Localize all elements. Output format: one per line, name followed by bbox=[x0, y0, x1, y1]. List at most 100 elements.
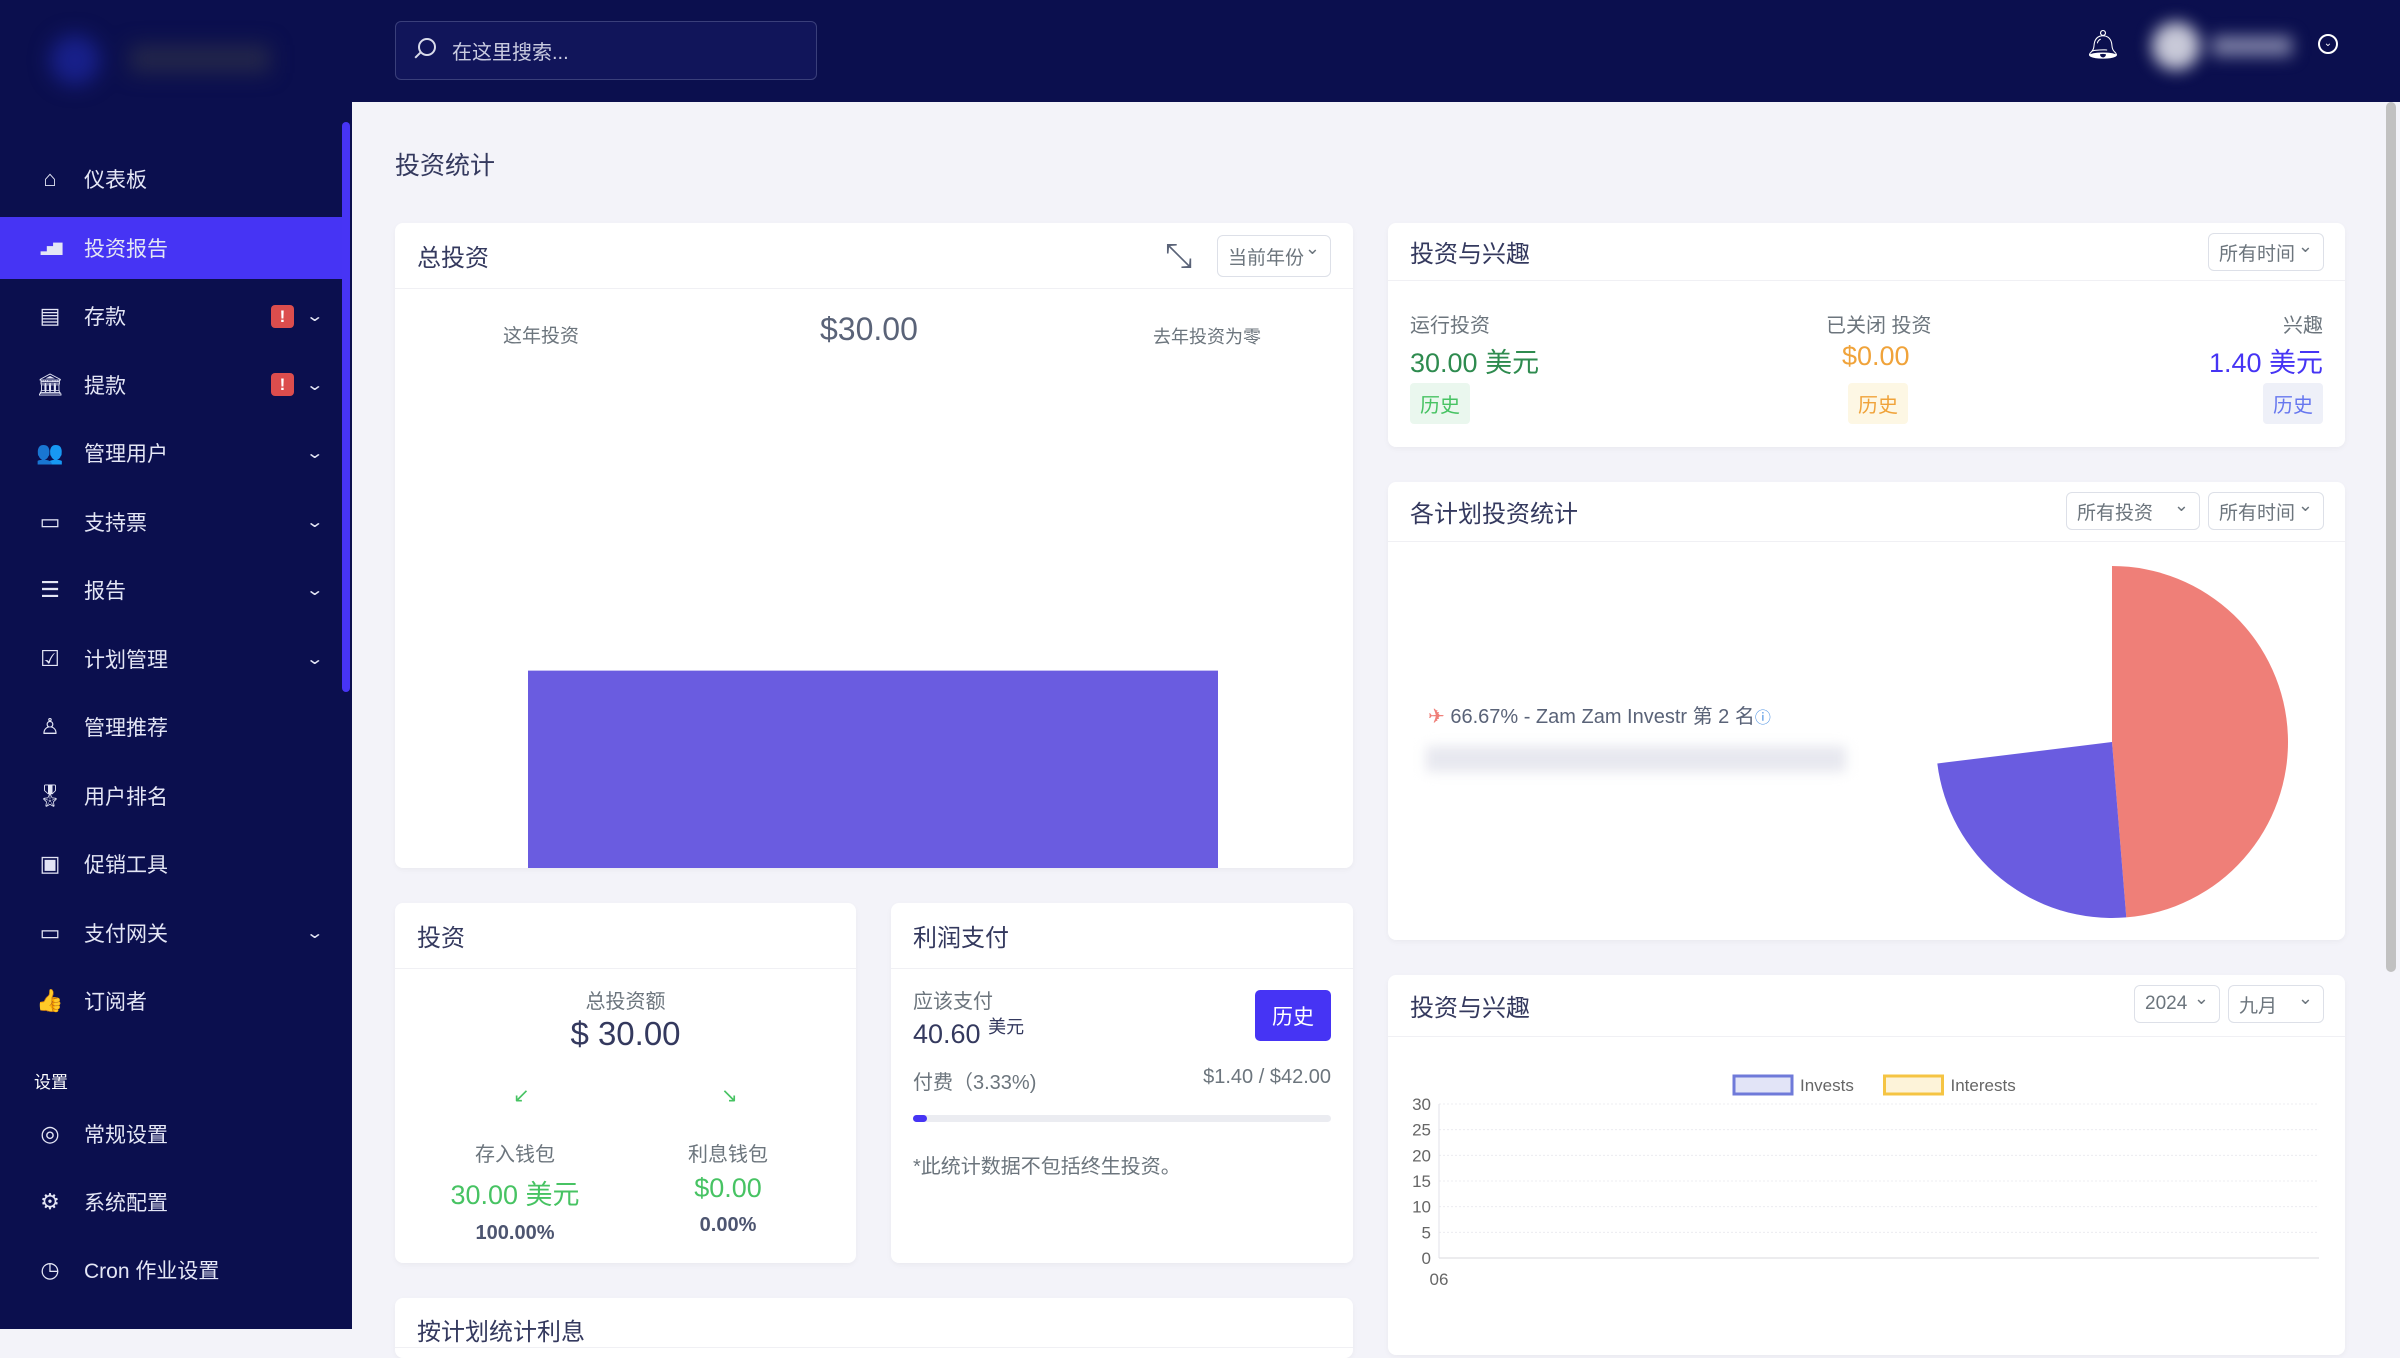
info-icon[interactable]: ⓘ bbox=[1754, 710, 1771, 727]
due-amount: 40.60 美元 bbox=[913, 1017, 1025, 1049]
card-title: 各计划投资统计 bbox=[1410, 501, 1578, 528]
y-tick-label: 20 bbox=[1412, 1146, 1431, 1165]
sidebar-item-label: 存款 bbox=[84, 306, 126, 329]
sidebar-item-label: 订阅者 bbox=[84, 991, 147, 1014]
running-history-button[interactable]: 历史 bbox=[1410, 383, 1470, 424]
investment-card: 投资 总投资额 $ 30.00 ↙ ↘ 存入钱包 30.00 美元 100.00… bbox=[395, 903, 856, 1263]
legend-swatch-0 bbox=[1732, 1074, 1794, 1096]
sidebar-item-label: 管理推荐 bbox=[84, 717, 168, 740]
sidebar-item-4[interactable]: 👥 管理用户 ⌄ bbox=[0, 422, 342, 484]
sidebar-item-12[interactable]: 👍 订阅者 bbox=[0, 970, 342, 1032]
thumbs-up-icon: 👍 bbox=[36, 988, 64, 1013]
search-icon bbox=[418, 38, 436, 56]
sidebar-item-0[interactable]: ⌂ 仪表板 bbox=[0, 148, 342, 210]
time-filter-select[interactable]: 所有时间 bbox=[2208, 233, 2324, 271]
running-value: 30.00 美元 bbox=[1410, 348, 1540, 378]
interest-history-button[interactable]: 历史 bbox=[2263, 383, 2323, 424]
clock-icon: ◷ bbox=[40, 1257, 60, 1282]
sidebar-item-5[interactable]: ▭ 支持票 ⌄ bbox=[0, 491, 342, 553]
sidebar-item-1[interactable]: ▂▅▇ 投资报告 bbox=[0, 216, 342, 279]
chevron-down-icon[interactable]: ⌄ bbox=[305, 445, 325, 462]
y-tick-label: 30 bbox=[1412, 1095, 1431, 1114]
chevron-down-icon[interactable]: ⌄ bbox=[305, 513, 325, 531]
sidebar-item-label: 计划管理 bbox=[84, 648, 168, 672]
sidebar-item-label: 支付网关 bbox=[84, 922, 168, 946]
chevron-down-icon[interactable]: ⌄ bbox=[305, 650, 325, 668]
plan-pie-chart bbox=[1937, 566, 2288, 918]
bell-icon[interactable]: 🔔︎ bbox=[2085, 29, 2121, 60]
alert-badge: ! bbox=[271, 373, 294, 396]
invest-interest-chart-card: 投资与兴趣 2024 九月 30 25 20 15 10 5 0 06 Invests Inter… bbox=[1388, 975, 2345, 1355]
y-tick-label: 5 bbox=[1422, 1223, 1431, 1242]
sidebar-item-8[interactable]: ♙ 管理推荐 bbox=[0, 696, 342, 758]
closed-value: $0.00 bbox=[1842, 341, 1910, 371]
sidebar-item-label: 投资报告 bbox=[84, 237, 168, 261]
deposit-wallet-value: 30.00 美元 bbox=[450, 1180, 580, 1210]
interest-label: 兴趣 bbox=[2283, 315, 2323, 337]
chevron-down-icon[interactable]: ⌄ bbox=[305, 924, 325, 942]
total-investment-card: 总投资 ⤡ 当前年份 这年投资 $30.00 去年投资为零 bbox=[395, 223, 1353, 868]
home-icon: ⌂ bbox=[43, 166, 57, 191]
blurred-legend-item bbox=[1426, 746, 1846, 772]
year-select[interactable]: 2024 bbox=[2134, 985, 2220, 1023]
compress-icon[interactable]: ⤡ bbox=[1165, 237, 1193, 275]
sidebar-item-s1[interactable]: ⚙ 系统配置 bbox=[0, 1171, 342, 1233]
interest-wallet-value: $0.00 bbox=[694, 1173, 762, 1203]
deposit-wallet-label: 存入钱包 bbox=[475, 1144, 555, 1166]
stats-note: *此统计数据不包括终生投资。 bbox=[913, 1156, 1181, 1178]
logo[interactable] bbox=[40, 30, 280, 90]
clipboard-check-icon: ☑ bbox=[40, 645, 60, 671]
history-button[interactable]: 历史 bbox=[1255, 990, 1331, 1041]
sidebar-item-10[interactable]: ▣ 促销工具 bbox=[0, 833, 342, 895]
promo-icon: ▣ bbox=[39, 851, 61, 876]
month-select[interactable]: 九月 bbox=[2228, 985, 2324, 1023]
sidebar-item-11[interactable]: ▭ 支付网关 ⌄ bbox=[0, 902, 342, 964]
sidebar-item-s2[interactable]: ◷ Cron 作业设置 bbox=[0, 1239, 342, 1301]
card-title: 总投资 bbox=[417, 245, 489, 272]
chevron-down-icon[interactable]: ⌄ bbox=[305, 376, 325, 394]
page-scrollbar[interactable] bbox=[2386, 102, 2396, 972]
search-input[interactable]: 在这里搜索... bbox=[395, 21, 817, 80]
sidebar-item-7[interactable]: ☑ 计划管理 ⌄ bbox=[0, 628, 342, 690]
sidebar-item-2[interactable]: ▤ 存款! ⌄ bbox=[0, 285, 342, 347]
chevron-down-icon[interactable]: ⌄ bbox=[2318, 34, 2338, 54]
top-header: 在这里搜索... 🔔︎ ⌄ bbox=[352, 0, 2400, 102]
invest-filter-select[interactable]: 所有投资 bbox=[2066, 492, 2200, 530]
card-title: 投资与兴趣 bbox=[1410, 995, 1530, 1022]
sidebar-item-6[interactable]: ☰ 报告 ⌄ bbox=[0, 559, 342, 621]
avatar[interactable] bbox=[2152, 22, 2292, 70]
chevron-down-icon[interactable]: ⌄ bbox=[305, 582, 325, 599]
card-title: 投资与兴趣 bbox=[1410, 241, 1530, 268]
closed-label: 已关闭 投资 bbox=[1826, 315, 1932, 337]
invest-interest-card: 投资与兴趣 所有时间 运行投资 30.00 美元 历史 已关闭 投资 $0.00… bbox=[1388, 223, 2345, 447]
x-tick-label: 06 bbox=[1430, 1270, 1449, 1289]
sidebar-item-label: 报告 bbox=[84, 580, 126, 603]
time-filter-select[interactable]: 所有时间 bbox=[2208, 492, 2324, 530]
pie-slice-1 bbox=[1937, 742, 2127, 918]
last-year-note: 去年投资为零 bbox=[1153, 327, 1261, 347]
plan-stats-card: 各计划投资统计 所有投资 所有时间 ✈ 66.67% - Zam Zam Inv… bbox=[1388, 482, 2345, 940]
sidebar: ⌂ 仪表板 ▂▅▇ 投资报告 ▤ 存款! ⌄ 🏛 提款! ⌄ 👥 管理用户 ⌄ ▭ 支持票 ⌄ ☰ 报告 ⌄ ☑ 计划管… bbox=[0, 0, 352, 1329]
sidebar-item-s0[interactable]: ◎ 常规设置 bbox=[0, 1103, 342, 1165]
plane-icon: ✈ bbox=[1428, 706, 1445, 728]
sidebar-scrollbar[interactable] bbox=[342, 122, 350, 692]
ticket-icon: ▭ bbox=[39, 508, 61, 534]
gear-icon: ⚙ bbox=[40, 1189, 60, 1214]
bank-icon: 🏛 bbox=[36, 371, 64, 397]
chevron-down-icon[interactable]: ⌄ bbox=[305, 308, 325, 325]
settings-section-label: 设置 bbox=[34, 1073, 68, 1092]
sidebar-item-label: 管理用户 bbox=[84, 443, 168, 466]
sidebar-item-9[interactable]: 🎖 用户排名 bbox=[0, 765, 342, 827]
sidebar-item-label: 系统配置 bbox=[84, 1192, 168, 1215]
fee-value: $1.40 / $42.00 bbox=[1203, 1066, 1331, 1088]
year-filter-select[interactable]: 当前年份 bbox=[1217, 235, 1331, 277]
closed-history-button[interactable]: 历史 bbox=[1848, 383, 1908, 424]
interest-wallet-label: 利息钱包 bbox=[688, 1144, 768, 1166]
sidebar-item-3[interactable]: 🏛 提款! ⌄ bbox=[0, 354, 342, 416]
pie-legend-item: ✈ 66.67% - Zam Zam Investr 第 2 名ⓘ bbox=[1428, 706, 1771, 728]
credit-card-icon: ▭ bbox=[39, 919, 61, 945]
arrow-down-right-icon: ↘ bbox=[721, 1085, 738, 1107]
legend-label-0: Invests bbox=[1800, 1076, 1854, 1095]
referral-icon: ♙ bbox=[40, 714, 60, 739]
pie-slice-0 bbox=[2112, 566, 2288, 918]
